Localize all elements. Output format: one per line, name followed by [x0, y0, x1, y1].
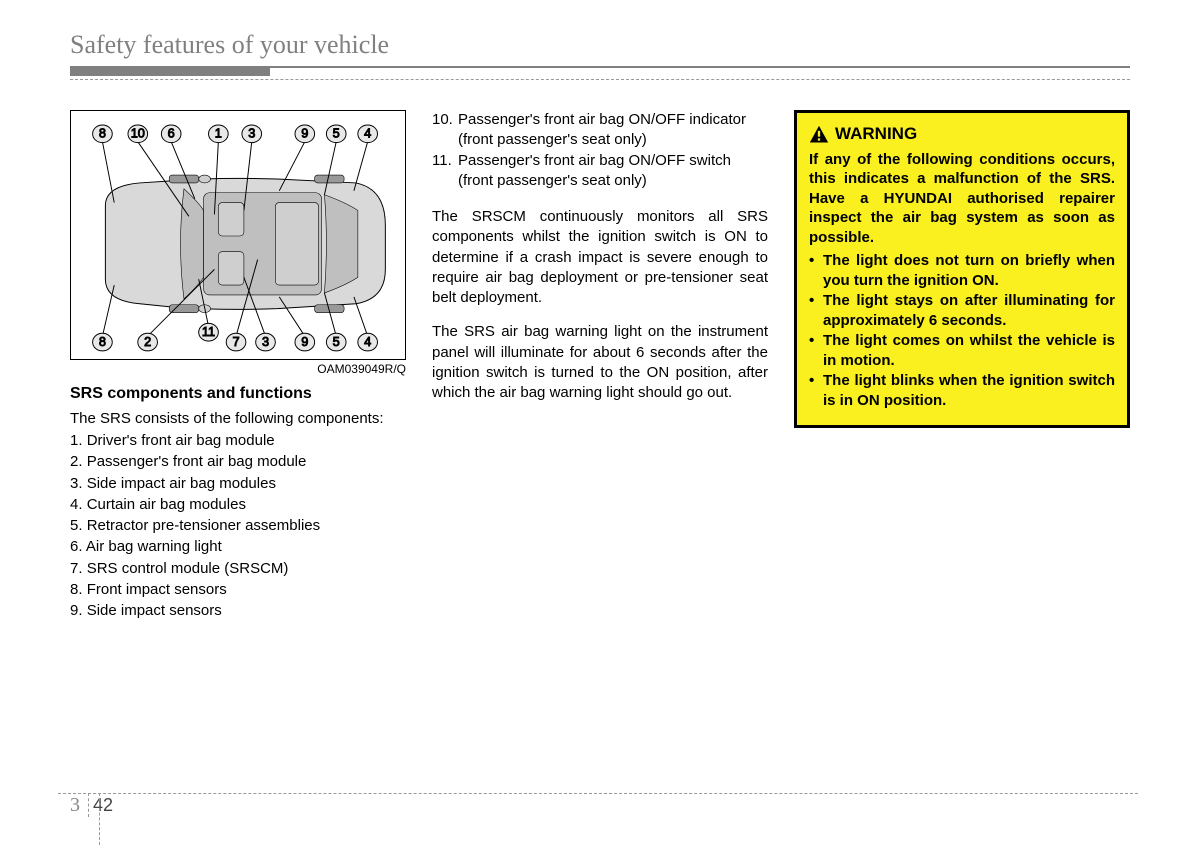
callout-bot-4: 3 [262, 334, 269, 349]
warning-intro: If any of the following conditions occur… [809, 150, 1115, 248]
warning-item: •The light stays on after illuminating f… [809, 291, 1115, 330]
content-columns: 8 10 6 1 [70, 110, 1130, 622]
callout-bot-5: 9 [301, 334, 308, 349]
warning-item: •The light blinks when the ignition swit… [809, 371, 1115, 410]
callout-top-1: 10 [131, 126, 145, 141]
callout-top-4: 3 [248, 126, 255, 141]
callout-bot-0: 8 [99, 334, 106, 349]
column-2: 10.Passenger's front air bag ON/OFF indi… [432, 110, 768, 622]
list-item: 4. Curtain air bag modules [70, 495, 406, 515]
callout-bot-6: 5 [333, 334, 340, 349]
list-item: 8. Front impact sensors [70, 580, 406, 600]
callout-top-0: 8 [99, 126, 106, 141]
list-item-10: 10.Passenger's front air bag ON/OFF indi… [432, 110, 768, 151]
warning-label: WARNING [835, 123, 917, 146]
paragraph-srscm: The SRSCM continuously monitors all SRS … [432, 207, 768, 308]
list-item: 1. Driver's front air bag module [70, 431, 406, 451]
list-item: 6. Air bag warning light [70, 537, 406, 557]
warning-title: WARNING [809, 123, 1115, 146]
callout-bot-2: 11 [202, 324, 215, 339]
callout-bot-7: 4 [364, 334, 371, 349]
list-item-11: 11.Passenger's front air bag ON/OFF swit… [432, 151, 768, 192]
list-item: 9. Side impact sensors [70, 601, 406, 621]
header-rule [70, 66, 1130, 80]
callout-top-6: 5 [333, 126, 340, 141]
page-number: 3 42 [70, 793, 1138, 817]
section-heading: SRS components and functions [70, 383, 406, 405]
callout-bot-3: 7 [232, 334, 239, 349]
component-list: 1. Driver's front air bag module 2. Pass… [70, 431, 406, 621]
diagram-wrap: 8 10 6 1 [70, 110, 406, 377]
callout-top-5: 9 [301, 126, 308, 141]
callout-top-2: 6 [168, 126, 175, 141]
list-item: 3. Side impact air bag modules [70, 474, 406, 494]
list-item: 2. Passenger's front air bag module [70, 452, 406, 472]
diagram-code: OAM039049R/Q [70, 361, 406, 377]
warning-list: •The light does not turn on briefly when… [809, 251, 1115, 410]
warning-box: WARNING If any of the following conditio… [794, 110, 1130, 428]
paragraph-warning-light: The SRS air bag warning light on the ins… [432, 322, 768, 403]
warning-item: •The light does not turn on briefly when… [809, 251, 1115, 290]
srs-diagram: 8 10 6 1 [70, 110, 406, 360]
list-item: 5. Retractor pre-tensioner assemblies [70, 516, 406, 536]
footer: 3 42 [58, 793, 1138, 817]
callout-top-7: 4 [364, 126, 371, 141]
footer-page-num: 42 [93, 795, 113, 816]
callout-bot-1: 2 [144, 334, 151, 349]
callout-top-3: 1 [215, 126, 222, 141]
page-header-title: Safety features of your vehicle [70, 30, 1130, 60]
footer-section-num: 3 [70, 794, 80, 817]
warning-item: •The light comes on whilst the vehicle i… [809, 331, 1115, 370]
column-1: 8 10 6 1 [70, 110, 406, 622]
warning-icon [809, 125, 829, 143]
list-item: 7. SRS control module (SRSCM) [70, 559, 406, 579]
intro-text: The SRS consists of the following compon… [70, 409, 406, 429]
column-3: WARNING If any of the following conditio… [794, 110, 1130, 622]
